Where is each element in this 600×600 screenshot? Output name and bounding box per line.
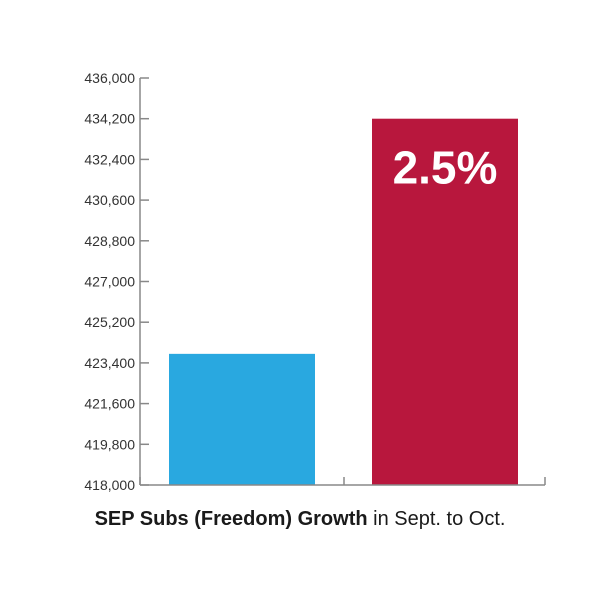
bars — [169, 118, 518, 485]
y-tick-label: 427,000 — [84, 274, 135, 290]
bar-data-label: 2.5% — [393, 142, 498, 194]
chart-caption: SEP Subs (Freedom) Growth in Sept. to Oc… — [0, 508, 600, 531]
y-tick-label: 419,800 — [84, 436, 135, 452]
y-tick-label: 418,000 — [84, 477, 135, 493]
y-axis: 418,000 419,800 421,600 423,400 425,200 427,0… — [84, 70, 149, 493]
caption-part-3: in Sept. to Oct. — [373, 508, 506, 530]
bar-oct — [372, 118, 518, 485]
y-tick-label: 428,800 — [84, 233, 135, 249]
y-tick-label: 425,200 — [84, 314, 135, 330]
y-tick-label: 430,600 — [84, 192, 135, 208]
caption-part-1: SEP Subs (Freedom) — [94, 508, 293, 530]
x-axis — [139, 477, 546, 486]
bar-sept — [169, 353, 315, 485]
y-tick-label: 436,000 — [84, 70, 135, 86]
data-labels: 2.5% — [393, 142, 498, 194]
y-tick-label: 432,400 — [84, 151, 135, 167]
y-tick-label: 423,400 — [84, 355, 135, 371]
y-tick-label: 421,600 — [84, 396, 135, 412]
caption-part-2: Growth — [297, 508, 368, 530]
y-tick-label: 434,200 — [84, 111, 135, 127]
